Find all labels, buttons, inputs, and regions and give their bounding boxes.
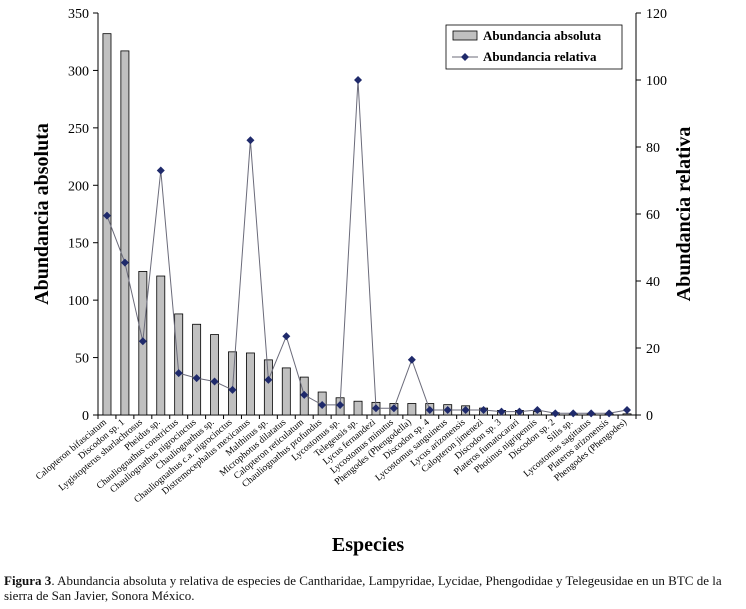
y-left-tick-label: 350 <box>68 7 89 22</box>
bar <box>353 400 363 416</box>
line-point <box>282 332 291 341</box>
line-point <box>623 405 632 414</box>
y-right-tick-label: 20 <box>646 342 660 357</box>
line-point <box>371 404 380 413</box>
line-point <box>533 405 542 414</box>
line-point <box>102 211 111 220</box>
bar <box>102 33 112 416</box>
y-left-tick-label: 50 <box>75 352 89 367</box>
y-left-tick-label: 250 <box>68 122 89 137</box>
y-right-tick-label: 120 <box>646 7 667 22</box>
legend-bar-swatch <box>452 30 478 41</box>
y-left-tick-label: 150 <box>68 237 89 252</box>
line-point <box>515 407 524 416</box>
line-point <box>605 409 614 418</box>
y-axis-left-title: Abundancia absoluta <box>31 123 53 305</box>
line-point <box>300 390 309 399</box>
line-point <box>569 409 578 418</box>
caption-label: Figura 3 <box>4 573 52 588</box>
bar <box>622 413 632 416</box>
bar <box>281 367 291 416</box>
y-left-tick-label: 200 <box>68 179 89 194</box>
y-right-tick-label: 80 <box>646 141 660 156</box>
line-point <box>174 369 183 378</box>
y-right-tick-label: 100 <box>646 74 667 89</box>
line-point <box>497 407 506 416</box>
line-point <box>551 409 560 418</box>
line-point <box>264 375 273 384</box>
line-point <box>156 166 165 175</box>
chart: 050100150200250300350020406080100120Calo… <box>31 7 695 556</box>
legend-line-marker <box>461 53 469 61</box>
relative-abundance-line <box>106 79 628 414</box>
line-point <box>354 76 363 84</box>
y-axis-right-title: Abundancia relativa <box>673 127 695 302</box>
y-left-tick-label: 0 <box>82 409 89 424</box>
caption-text: . Abundancia absoluta y relativa de espe… <box>4 573 722 603</box>
y-left-tick-label: 100 <box>68 294 89 309</box>
y-left-tick-label: 300 <box>68 64 89 79</box>
plot-area: 050100150200250300350020406080100120Calo… <box>34 7 667 505</box>
line-point <box>407 355 416 364</box>
line-point <box>120 258 129 267</box>
line-point <box>461 405 470 414</box>
legend-line-label: Abundancia relativa <box>483 49 597 64</box>
line-point <box>138 337 147 346</box>
line-point <box>443 405 452 414</box>
y-right-tick-label: 40 <box>646 275 660 290</box>
bar <box>156 275 166 416</box>
y-right-tick-label: 60 <box>646 208 660 223</box>
y-right-tick-label: 0 <box>646 409 653 424</box>
bar <box>263 359 273 416</box>
line-point <box>479 405 488 414</box>
line-point <box>389 404 398 413</box>
bar <box>407 403 417 416</box>
legend: Abundancia absoluta Abundancia relativa <box>445 24 623 70</box>
x-axis-title: Especies <box>332 534 404 556</box>
bar <box>210 334 220 416</box>
bar <box>174 313 184 416</box>
line-point <box>246 136 255 145</box>
line-point <box>192 374 201 383</box>
line-point <box>336 400 345 409</box>
figure-caption: Figura 3. Abundancia absoluta y relativa… <box>4 573 744 603</box>
line-point <box>425 405 434 414</box>
bar <box>192 323 202 416</box>
bar <box>120 50 130 416</box>
bar <box>245 352 255 416</box>
line-point <box>228 385 237 394</box>
line-point <box>587 409 596 418</box>
line-point <box>318 400 327 409</box>
line-point <box>210 377 219 386</box>
legend-bar-label: Abundancia absoluta <box>483 28 602 43</box>
